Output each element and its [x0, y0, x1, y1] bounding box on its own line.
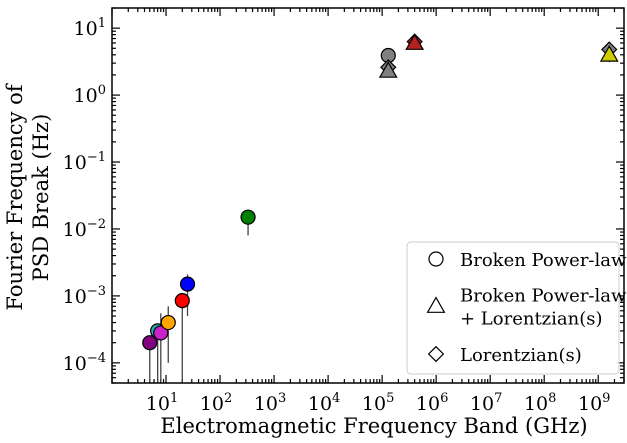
y-tick-label: 10−1 — [63, 150, 106, 174]
x-tick-label: 101 — [146, 391, 178, 415]
y-tick-label: 10−3 — [63, 284, 106, 308]
x-tick-label: 109 — [578, 391, 610, 415]
data-point-triangle — [405, 33, 425, 50]
x-tick-label: 103 — [254, 391, 286, 415]
y-axis-title: Fourier Frequency of PSD Break (Hz) — [3, 82, 53, 310]
plot-frame — [111, 7, 625, 384]
data-point-triangle — [599, 45, 619, 62]
data-point-circle — [142, 335, 158, 351]
y-tick-label: 101 — [74, 16, 106, 40]
x-tick-label: 107 — [470, 391, 502, 415]
legend-marker-circle — [428, 251, 444, 267]
x-tick-label: 104 — [308, 391, 340, 415]
data-point-circle — [160, 314, 176, 331]
legend-label: Broken Power-law — [460, 286, 627, 307]
y-axis-title-line: Fourier Frequency of — [3, 82, 27, 310]
x-axis-title: Electromagnetic Frequency Band (GHz) — [160, 414, 587, 438]
legend-label: + Lorentzian(s) — [460, 309, 603, 330]
x-tick-label: 105 — [362, 391, 394, 415]
data-point-circle — [174, 293, 190, 309]
legend-marker-triangle — [426, 296, 446, 313]
data-point-circle — [179, 276, 196, 292]
y-tick-label: 10−2 — [63, 217, 106, 241]
data-point-circle — [153, 325, 169, 341]
y-tick-labels: 10−4 10−3 10−2 10−1 100 101 — [63, 16, 106, 375]
legend-box — [406, 241, 620, 375]
y-tick-label: 10−4 — [63, 351, 106, 375]
x-tick-label: 108 — [524, 391, 556, 415]
y-axis-title-line: PSD Break (Hz) — [29, 114, 53, 282]
x-tick-labels: 101 102 103 104 105 106 107 108 109 — [146, 391, 611, 415]
legend-label: Lorentzian(s) — [460, 345, 582, 366]
data-points — [142, 33, 619, 351]
legend-marker-diamond — [427, 345, 445, 363]
y-tick-label: 100 — [74, 83, 106, 107]
x-tick-label: 102 — [200, 391, 232, 415]
legend-label: Broken Power-law — [460, 250, 627, 271]
data-point-triangle — [378, 61, 398, 78]
data-point-circle — [240, 209, 256, 225]
x-tick-label: 106 — [416, 391, 448, 415]
